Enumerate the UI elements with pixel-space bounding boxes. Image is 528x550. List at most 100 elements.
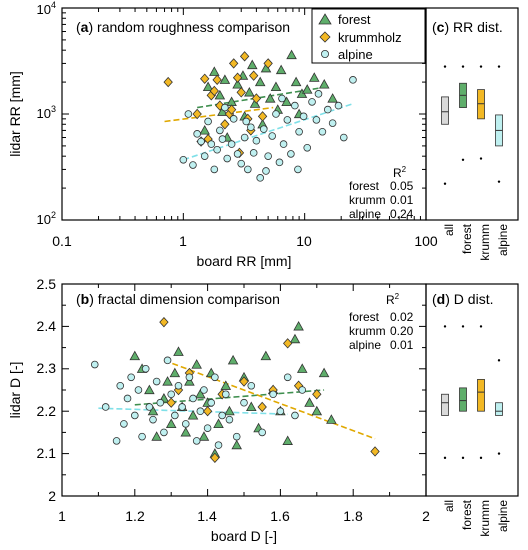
legend-box [311, 8, 426, 64]
data-point-alpine [181, 420, 190, 428]
data-point-krummholz [202, 406, 213, 417]
data-point-forest [227, 354, 239, 365]
data-point-alpine [196, 407, 205, 416]
data-point-forest [199, 124, 210, 135]
x-tick-label: 2 [422, 508, 430, 524]
data-point-krummholz [239, 51, 250, 62]
data-point-forest [254, 76, 266, 87]
r2-value: 0.24 [390, 207, 414, 221]
outlier-low-alpine [497, 452, 501, 455]
panel-b-y-tick-labels: 2 2.1 2.2 2.3 2.4 2.5 [37, 276, 57, 504]
data-point-alpine [314, 90, 323, 98]
legend-label-alpine: alpine [338, 47, 373, 62]
data-point-forest [198, 431, 210, 441]
outlier-high-alpine [497, 359, 501, 362]
data-point-alpine [189, 161, 197, 169]
panel-a-ticks [61, 8, 426, 221]
x-tick-label: 10 [296, 233, 312, 249]
y-tick-label: 2.1 [37, 445, 57, 461]
r2-name: alpine [349, 207, 381, 221]
panel-c: (c) RR dist. all forest krumm alpine [425, 7, 519, 261]
legend-label-forest: forest [338, 12, 371, 27]
data-point-forest [249, 98, 261, 108]
data-point-alpine [269, 390, 277, 399]
data-point-krummholz [236, 87, 246, 98]
category-label: forest [460, 223, 474, 254]
data-point-alpine [152, 377, 161, 386]
data-point-forest [304, 397, 315, 407]
data-point-alpine [179, 155, 188, 164]
data-point-alpine [291, 101, 299, 110]
panel-d-frame [425, 283, 519, 497]
r2-name: forest [349, 179, 380, 193]
box-krummholz [477, 378, 485, 412]
data-point-alpine [193, 130, 201, 138]
panel-a: (a) random roughness comparison 102 103 … [7, 0, 438, 269]
y-axis-label: lidar D [-] [7, 362, 23, 419]
data-point-alpine [272, 110, 280, 118]
data-point-forest [162, 376, 173, 386]
data-point-forest [293, 320, 304, 331]
data-point-forest [232, 79, 243, 89]
box-all [441, 393, 449, 416]
data-point-alpine [123, 394, 132, 403]
data-point-krummholz [251, 93, 262, 104]
data-point-alpine [312, 116, 321, 124]
panel-c-category-labels: all forest krumm alpine [442, 223, 510, 260]
data-point-alpine [258, 428, 267, 437]
data-point-alpine [323, 105, 332, 114]
data-point-krummholz [257, 401, 267, 413]
data-point-alpine [167, 390, 176, 399]
x-axis-label: board RR [mm] [197, 253, 292, 269]
data-point-alpine [174, 381, 183, 390]
data-point-krummholz [215, 100, 225, 111]
data-point-alpine [163, 356, 172, 365]
data-point-forest [311, 405, 323, 416]
outlier-low-forest [461, 456, 465, 460]
data-point-alpine [203, 424, 212, 432]
category-label: all [442, 224, 456, 236]
data-point-forest [289, 333, 301, 344]
data-point-alpine [328, 119, 337, 127]
data-point-alpine [240, 133, 249, 142]
data-point-alpine [145, 403, 154, 411]
outlier-low-forest [461, 158, 465, 161]
data-point-alpine [303, 143, 312, 152]
data-point-forest [270, 81, 282, 92]
data-point-krummholz [229, 58, 239, 69]
category-label: all [442, 500, 456, 512]
data-point-krummholz [249, 70, 259, 81]
trendline-krummholz [163, 359, 376, 440]
category-label: forest [460, 499, 474, 530]
y-tick-label-1e3: 103 [37, 104, 56, 121]
category-label: alpine [496, 224, 510, 256]
y-axis-label: lidar RR [mm] [7, 71, 23, 157]
data-point-krummholz [239, 376, 249, 387]
data-point-forest [282, 435, 293, 445]
data-point-forest [191, 359, 202, 369]
data-point-krummholz [159, 316, 169, 328]
r2-name: alpine [349, 338, 381, 352]
panel-a-points [163, 49, 357, 182]
data-point-alpine [259, 125, 268, 133]
data-point-alpine [90, 360, 99, 369]
r2-name: forest [349, 310, 380, 324]
category-label: alpine [496, 500, 510, 532]
data-point-alpine [252, 136, 261, 145]
data-point-krummholz [209, 85, 219, 97]
data-point-forest [301, 84, 313, 94]
data-point-forest [224, 405, 235, 416]
r2-value: 0.01 [390, 193, 414, 207]
data-point-alpine [240, 398, 248, 407]
data-point-alpine [200, 386, 208, 394]
data-point-alpine [207, 140, 216, 148]
data-point-alpine [349, 76, 357, 84]
data-point-forest [165, 418, 177, 429]
data-point-alpine [156, 398, 165, 407]
x-tick-label: 1.8 [343, 508, 363, 524]
data-point-alpine [223, 154, 232, 163]
data-point-alpine [138, 432, 146, 441]
data-point-alpine [221, 103, 229, 112]
data-point-alpine [227, 140, 236, 148]
data-point-krummholz [232, 72, 243, 83]
